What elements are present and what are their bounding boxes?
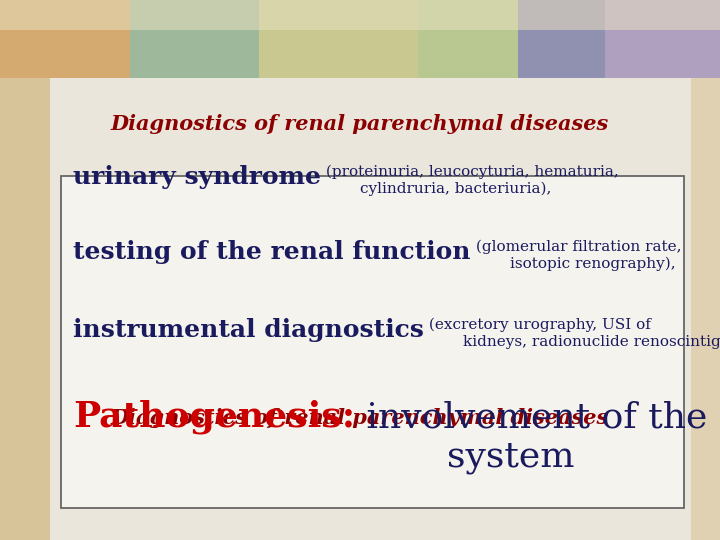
FancyBboxPatch shape (61, 176, 684, 508)
Text: (glomerular filtration rate,
        isotopic renography),: (glomerular filtration rate, isotopic re… (471, 240, 681, 271)
Bar (0, 78, 50, 540)
Text: instrumental diagnostics: instrumental diagnostics (73, 318, 424, 342)
Text: (excretory urography, USI of
        kidneys, radionuclide renoscintigraphy, MRI: (excretory urography, USI of kidneys, ra… (424, 318, 720, 349)
Text: (proteinuria, leucocyturia, hematuria,
        cylindruria, bacteriuria),: (proteinuria, leucocyturia, hematuria, c… (321, 165, 619, 196)
Bar (518, 0, 605, 78)
Text: Diagnostics of renal parenchymal diseases: Diagnostics of renal parenchymal disease… (111, 408, 609, 429)
Bar (259, 0, 418, 78)
Text: urinary syndrome: urinary syndrome (73, 165, 321, 189)
Text: testing of the renal function: testing of the renal function (73, 240, 471, 264)
Bar (0, 0, 720, 30)
Text: involvement of the RAA
        system: involvement of the RAA system (356, 400, 720, 474)
Text: Diagnostics of renal parenchymal diseases: Diagnostics of renal parenchymal disease… (111, 114, 609, 134)
Bar (50, 78, 691, 540)
Bar (130, 0, 259, 78)
Text: Pathogenesis:: Pathogenesis: (73, 400, 356, 435)
Bar (605, 0, 720, 78)
Bar (691, 78, 720, 540)
Bar (0, 0, 130, 78)
Bar (418, 0, 518, 78)
